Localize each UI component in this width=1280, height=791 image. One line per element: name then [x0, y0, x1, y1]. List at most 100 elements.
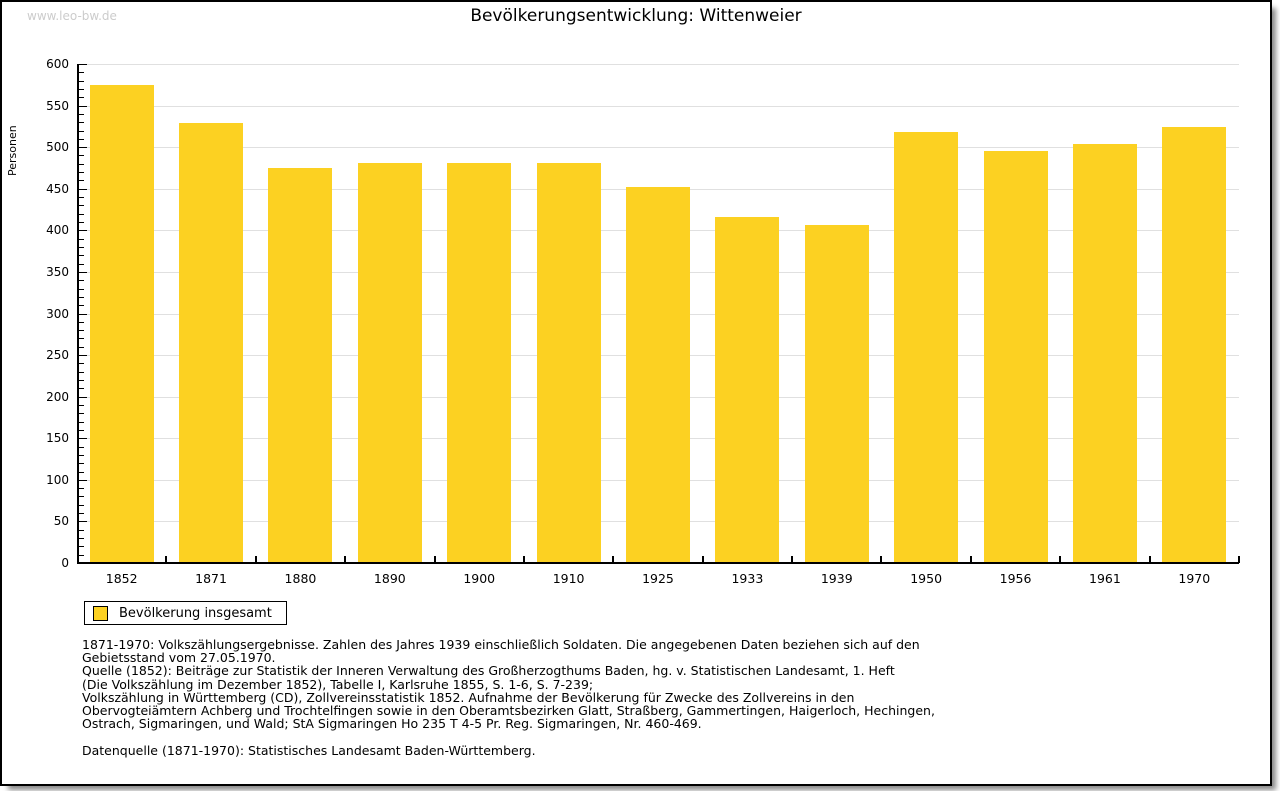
y-tick-label: 450	[46, 181, 69, 196]
bar-1890	[357, 162, 422, 563]
y-major-tick	[79, 64, 87, 65]
x-tick-label: 1970	[1178, 571, 1211, 586]
y-minor-tick	[79, 263, 84, 265]
x-tick	[1238, 556, 1240, 563]
y-minor-tick	[79, 421, 84, 423]
bar-1933	[715, 217, 780, 563]
y-minor-tick	[79, 163, 84, 165]
y-major-tick	[79, 230, 87, 232]
y-minor-tick	[79, 321, 84, 323]
y-minor-tick	[79, 113, 84, 115]
y-minor-tick	[79, 446, 84, 448]
y-minor-tick	[79, 180, 84, 182]
y-minor-tick	[79, 155, 84, 157]
x-tick-label: 1956	[999, 571, 1032, 586]
datasource-note: Datenquelle (1871-1970): Statistisches L…	[82, 743, 536, 758]
footnote-line: Quelle (1852): Beiträge zur Statistik de…	[82, 663, 895, 679]
x-tick	[1148, 556, 1151, 563]
y-tick-label: 300	[46, 306, 69, 321]
x-tick-label: 1950	[910, 571, 943, 586]
y-minor-tick	[79, 346, 84, 348]
y-major-tick	[79, 105, 87, 107]
y-minor-tick	[79, 380, 84, 382]
x-tick-label: 1910	[552, 571, 585, 586]
y-tick-label: 600	[46, 57, 69, 71]
bar-1871	[179, 123, 244, 563]
y-minor-tick	[79, 454, 84, 456]
y-major-tick	[79, 563, 87, 564]
x-tick-label: 1880	[284, 571, 317, 586]
footnote-line: Volkszählung in Württemberg (CD), Zollve…	[82, 689, 855, 705]
x-tick	[522, 556, 525, 563]
y-minor-tick	[79, 72, 84, 74]
bar-1910	[536, 162, 601, 563]
y-minor-tick	[79, 371, 84, 373]
y-minor-tick	[79, 330, 84, 332]
legend-label: Bevölkerung insgesamt	[119, 605, 272, 621]
bar-1925	[626, 187, 690, 563]
y-minor-tick	[79, 504, 84, 506]
bar-1939	[804, 225, 869, 563]
y-tick-label: 400	[46, 223, 69, 238]
footnote-line: Gebietsstand vom 27.05.1970.	[82, 650, 276, 666]
x-tick-label: 1961	[1089, 571, 1121, 586]
x-tick-label: 1900	[463, 571, 496, 586]
x-tick	[254, 556, 257, 563]
y-minor-tick	[79, 546, 84, 548]
y-tick-label: 0	[61, 556, 69, 570]
y-major-tick	[79, 521, 87, 523]
legend: Bevölkerung insgesamt	[84, 601, 287, 625]
y-minor-tick	[79, 255, 84, 257]
y-minor-tick	[79, 513, 84, 515]
y-tick-label: 100	[46, 472, 69, 487]
y-minor-tick	[79, 138, 84, 140]
x-tick-label: 1890	[373, 571, 406, 586]
x-tick	[612, 556, 615, 563]
y-minor-tick	[79, 496, 84, 498]
y-major-tick	[79, 271, 87, 273]
footnote-line: Ostrach, Sigmaringen, und Wald; StA Sigm…	[82, 716, 702, 732]
y-minor-tick	[79, 488, 84, 490]
y-minor-tick	[79, 205, 84, 207]
y-tick-label: 550	[46, 98, 69, 113]
x-tick	[344, 556, 347, 563]
y-minor-tick	[79, 463, 84, 465]
x-tick-label: 1852	[105, 571, 138, 586]
y-minor-tick	[79, 222, 84, 224]
watermark: www.leo-bw.de	[27, 9, 117, 23]
y-major-tick	[79, 313, 87, 315]
y-minor-tick	[79, 280, 84, 282]
x-tick	[701, 556, 704, 563]
y-minor-tick	[79, 413, 84, 415]
y-minor-tick	[79, 80, 84, 82]
y-minor-tick	[79, 246, 84, 248]
bar-1970	[1162, 127, 1227, 563]
y-major-tick	[79, 396, 87, 398]
x-tick-label: 1939	[820, 571, 853, 586]
bar-1900	[447, 162, 512, 563]
y-minor-tick	[79, 288, 84, 290]
x-tick	[165, 556, 168, 563]
x-tick	[791, 556, 794, 563]
x-tick	[969, 556, 972, 563]
y-minor-tick	[79, 296, 84, 298]
footnotes: 1871-1970: Volkszählungsergebnisse. Zahl…	[82, 638, 935, 732]
y-minor-tick	[79, 554, 84, 556]
y-minor-tick	[79, 404, 84, 406]
gridline	[77, 105, 1239, 107]
y-tick-label: 50	[53, 514, 69, 529]
y-minor-tick	[79, 238, 84, 240]
y-axis-label: Personen	[6, 125, 19, 176]
y-minor-tick	[79, 388, 84, 390]
y-minor-tick	[79, 213, 84, 215]
y-minor-tick	[79, 130, 84, 132]
y-tick-label: 350	[46, 264, 69, 279]
y-major-tick	[79, 147, 87, 149]
y-minor-tick	[79, 197, 84, 199]
y-minor-tick	[79, 172, 84, 174]
y-minor-tick	[79, 97, 84, 99]
y-minor-tick	[79, 305, 84, 307]
y-minor-tick	[79, 338, 84, 340]
footnote-line: Obervogteiämtern Achberg und Trochtelfin…	[82, 703, 935, 719]
